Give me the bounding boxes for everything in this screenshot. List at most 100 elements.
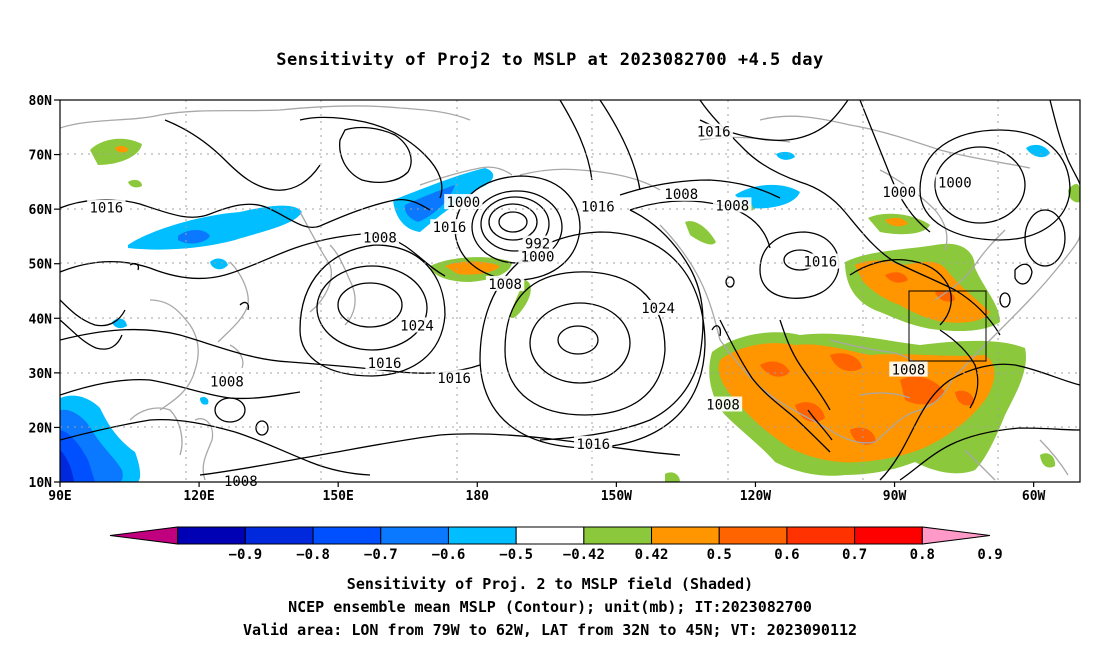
positive-region (885, 217, 908, 227)
contour-label: 1008 (892, 363, 926, 379)
latitude-axis: 80N 70N 60N 50N 40N 30N 20N 10N (29, 94, 60, 491)
contour-label-bg (638, 299, 678, 315)
contour-label-bg (694, 123, 733, 139)
colorbar-label: −0.5 (499, 547, 533, 563)
colorbar-label: 0.7 (842, 547, 867, 563)
colorbar-label: 0.5 (707, 547, 732, 563)
positive-region (935, 290, 955, 302)
positive-region (445, 261, 500, 275)
contour-label-bg (801, 253, 840, 269)
negative-region (404, 185, 455, 222)
positive-region (685, 221, 716, 245)
positive-region (830, 353, 862, 372)
colorbar: −0.9 −0.8 −0.7 −0.6 −0.5 −0.42 0.42 0.5 0.6 0.7 0.… (109, 526, 1003, 563)
contour-label: 1024 (400, 318, 434, 334)
caption-line-1: Sensitivity of Proj. 2 to MSLP field (Sh… (346, 575, 754, 593)
lat-tick-label: 40N (29, 312, 53, 327)
contour-label-bg (518, 248, 557, 264)
contour-label: 1016 (90, 201, 124, 217)
positive-region (955, 390, 975, 406)
contour-label: 1000 (938, 175, 972, 191)
contour-label-bg (662, 185, 701, 201)
colorbar-segment (244, 526, 314, 545)
negative-region (112, 318, 127, 329)
lat-tick-label: 50N (29, 258, 53, 273)
positive-region (115, 145, 128, 153)
contour-label: 1008 (210, 375, 244, 391)
positive-region (90, 138, 142, 165)
lat-tick-label: 20N (29, 421, 53, 436)
negative-region (128, 205, 302, 250)
contour-label: 1016 (804, 255, 838, 271)
contour-label-bg (87, 199, 126, 215)
colorbar-label: −0.9 (229, 547, 263, 563)
contour-label: 1016 (368, 356, 402, 372)
colorbar-label: 0.9 (977, 547, 1002, 563)
colorbar-segment (854, 526, 923, 545)
positive-region (900, 376, 945, 405)
negative-region (60, 450, 74, 482)
positive-region (885, 272, 908, 283)
contour-label: 1008 (488, 277, 522, 293)
contour-label-bg (444, 194, 483, 210)
lat-tick-label: 30N (29, 367, 53, 382)
colorbar-segment (786, 526, 856, 545)
contour-label-bg (703, 396, 743, 412)
contour-label: 1016 (581, 199, 615, 215)
caption-line-2: NCEP ensemble mean MSLP (Contour); unit(… (288, 598, 812, 616)
contour-label-bg (365, 355, 404, 371)
positive-region (510, 280, 531, 319)
contour-label: 1000 (447, 195, 481, 211)
colorbar-segment (177, 526, 246, 545)
lon-tick-label: 120W (740, 489, 771, 504)
positive-region (665, 472, 680, 482)
lon-tick-label: 150E (323, 489, 354, 504)
positive-region (128, 179, 142, 188)
colorbar-label: −0.6 (432, 547, 466, 563)
colorbar-label: 0.6 (774, 547, 799, 563)
lat-tick-label: 10N (29, 476, 53, 491)
contour-label-bg (573, 435, 613, 451)
lat-tick-label: 80N (29, 94, 53, 109)
caption-line-3: Valid area: LON from 79W to 62W, LAT fro… (242, 621, 858, 639)
colorbar-label: −0.8 (296, 547, 330, 563)
contour-label-bg (935, 174, 975, 190)
positive-region (1068, 184, 1080, 203)
contour-label-bg (360, 229, 400, 245)
colorbar-label: 0.8 (910, 547, 935, 563)
map-title: Sensitivity of Proj2 to MSLP at 20230827… (276, 50, 824, 70)
contour-label-bg (889, 361, 928, 377)
contour-label: 1016 (433, 220, 467, 236)
positive-region (1040, 453, 1056, 468)
colorbar-segment (515, 526, 585, 545)
colorbar-label: −0.7 (364, 547, 398, 563)
contour-label-bg (430, 219, 469, 235)
lon-tick-label: 120E (183, 489, 214, 504)
negative-region (1026, 144, 1050, 158)
contour-label-bg (434, 369, 474, 385)
contour-label-bg (221, 472, 261, 488)
contour-label: 992 (525, 237, 550, 253)
contour-label-bg (522, 235, 553, 251)
contour-label-bg (397, 317, 437, 333)
pressure-contours (60, 100, 1080, 481)
colorbar-segment (651, 526, 720, 545)
negative-region (200, 396, 209, 405)
contour-label-bg (485, 275, 525, 291)
contour-label-bg (713, 197, 752, 213)
lon-tick-label: 60W (1022, 489, 1046, 504)
contour-label: 1008 (715, 198, 749, 214)
colorbar-label: −0.42 (563, 547, 605, 563)
contour-label: 1008 (706, 398, 740, 414)
colorbar-segment (447, 526, 517, 545)
sensitivity-shading (60, 138, 1080, 482)
negative-region (776, 151, 795, 160)
lon-tick-label: 150W (601, 489, 632, 504)
lat-tick-label: 70N (29, 149, 53, 164)
colorbar-segment (718, 526, 788, 545)
contour-label: 1016 (576, 437, 610, 453)
contour-label: 1000 (521, 250, 555, 266)
contour-label: 1024 (641, 301, 675, 317)
